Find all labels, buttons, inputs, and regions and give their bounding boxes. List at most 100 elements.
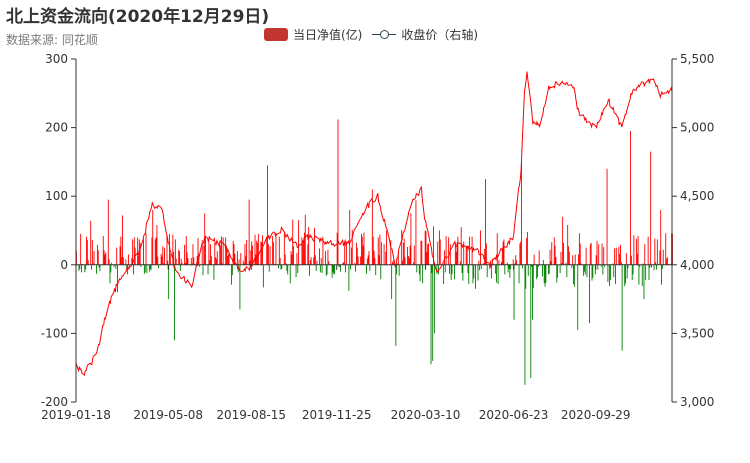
net-inflow-bar: [186, 252, 188, 265]
net-inflow-bar: [626, 264, 628, 279]
net-inflow-bar: [573, 264, 574, 285]
net-inflow-bar: [109, 264, 111, 284]
net-inflow-bar: [86, 236, 87, 265]
chart-subtitle: 数据来源: 同花顺: [6, 33, 98, 47]
net-inflow-bar: [526, 238, 528, 265]
net-inflow-bar: [448, 237, 450, 265]
net-inflow-bar: [519, 243, 521, 265]
net-inflow-bar: [163, 263, 165, 265]
net-inflow-bar: [655, 262, 657, 265]
net-inflow-bar: [179, 251, 181, 265]
net-inflow-bar: [513, 264, 515, 320]
y-right-tick-label: 5,000: [680, 121, 714, 135]
net-inflow-bar: [454, 242, 456, 265]
net-inflow-bar: [643, 264, 645, 300]
net-inflow-bar: [328, 261, 330, 265]
chart-title: 北上资金流向(2020年12月29日): [6, 7, 270, 27]
legend[interactable]: 当日净值(亿) 收盘价（右轴): [264, 26, 488, 43]
net-inflow-bar: [408, 257, 410, 265]
net-inflow-bar: [589, 264, 590, 324]
net-inflow-bar: [361, 233, 362, 265]
net-inflow-bar: [187, 257, 189, 265]
net-inflow-bar: [344, 242, 346, 265]
net-inflow-bar: [117, 264, 118, 293]
net-inflow-bar: [173, 251, 175, 265]
net-inflow-bar: [366, 258, 368, 265]
net-inflow-bar: [561, 262, 563, 265]
net-inflow-bar: [583, 264, 585, 276]
net-inflow-bar: [132, 239, 134, 265]
net-inflow-bar: [444, 264, 446, 273]
net-inflow-bar: [357, 256, 359, 265]
net-inflow-bar: [415, 200, 417, 265]
net-inflow-bar: [115, 264, 117, 269]
net-inflow-bar: [367, 255, 369, 265]
net-inflow-bar: [601, 243, 603, 265]
net-inflow-bar: [407, 246, 409, 265]
net-inflow-bar: [649, 264, 651, 268]
net-inflow-bar: [525, 264, 527, 289]
net-inflow-bar: [418, 264, 420, 275]
net-inflow-bar: [636, 253, 638, 265]
net-inflow-bar: [178, 249, 180, 265]
net-inflow-bar: [93, 251, 95, 265]
net-inflow-bar: [340, 264, 341, 272]
net-inflow-bar: [580, 263, 582, 265]
net-inflow-bar: [90, 220, 92, 265]
net-inflow-bar: [99, 264, 101, 271]
net-inflow-bar: [356, 247, 358, 265]
net-inflow-bar: [591, 264, 593, 281]
net-inflow-bar: [609, 264, 611, 287]
net-inflow-bar: [485, 179, 486, 265]
net-inflow-bar: [422, 264, 424, 284]
net-inflow-bar: [633, 235, 635, 265]
net-inflow-bar: [150, 264, 152, 271]
net-inflow-bar: [543, 264, 545, 284]
y-right-tick-label: 4,000: [680, 258, 714, 272]
net-inflow-bar: [372, 236, 374, 265]
net-inflow-bar: [362, 245, 364, 265]
net-inflow-bar: [86, 240, 88, 265]
net-inflow-bar: [386, 230, 388, 265]
net-inflow-bar: [428, 243, 429, 265]
net-inflow-bar: [395, 264, 397, 346]
net-inflow-bar: [174, 264, 175, 341]
net-inflow-bar: [645, 264, 647, 280]
x-tick-label: 2019-11-25: [302, 408, 372, 422]
net-inflow-bar: [391, 264, 393, 300]
net-inflow-bar: [410, 213, 412, 265]
net-inflow-swatch-icon: [264, 28, 288, 41]
net-inflow-bar: [315, 264, 317, 271]
net-inflow-bar: [537, 264, 539, 267]
net-inflow-bar: [427, 244, 429, 265]
net-inflow-bar: [632, 264, 634, 275]
legend-item-close-price[interactable]: 收盘价（右轴): [372, 26, 478, 43]
net-inflow-bar: [133, 237, 135, 265]
net-inflow-bar: [243, 263, 245, 265]
net-inflow-bar: [166, 235, 168, 265]
legend-item-net-inflow[interactable]: 当日净值(亿): [264, 26, 362, 43]
net-inflow-bar: [648, 264, 650, 280]
net-inflow-bar: [310, 257, 312, 265]
net-inflow-bar: [152, 209, 154, 265]
net-inflow-bar: [313, 257, 315, 265]
net-inflow-bar: [495, 264, 497, 283]
net-inflow-bar: [350, 247, 352, 265]
net-inflow-bar: [515, 255, 517, 265]
net-inflow-bar: [322, 236, 324, 265]
net-inflow-bar: [456, 244, 458, 265]
net-inflow-bars: [76, 119, 673, 385]
net-inflow-bar: [278, 236, 280, 265]
net-inflow-bar: [275, 232, 277, 265]
net-inflow-bar: [281, 264, 283, 269]
net-inflow-bar: [450, 264, 452, 280]
net-inflow-bar: [381, 242, 383, 265]
net-inflow-bar: [521, 264, 523, 269]
net-inflow-bar: [87, 260, 89, 265]
net-inflow-bar: [403, 238, 405, 265]
net-inflow-bar: [168, 264, 170, 300]
net-inflow-bar: [324, 251, 326, 265]
net-inflow-bar: [331, 264, 333, 278]
net-inflow-bar: [239, 264, 241, 310]
net-inflow-bar: [333, 264, 335, 275]
